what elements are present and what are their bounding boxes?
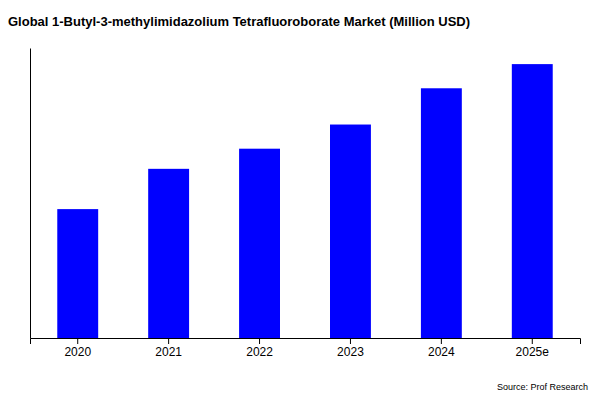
x-tick-mark [350, 338, 351, 344]
y-axis-line [30, 49, 31, 339]
x-tick: 2024 [428, 338, 455, 359]
x-tick-mark [259, 338, 260, 344]
plot: 2020 2021 2022 2023 2024 2025e [31, 49, 581, 359]
bar [421, 88, 462, 338]
title: Global 1-Butyl-3-methylimidazolium Tetra… [8, 14, 470, 29]
bar [512, 64, 553, 338]
x-tick: 2020 [64, 338, 91, 359]
x-tick-label: 2022 [246, 345, 273, 359]
x-tick-mark [77, 338, 78, 344]
bars [57, 64, 552, 338]
x-tick: 2025e [516, 338, 550, 359]
x-tick: 2021 [155, 338, 182, 359]
annotation: Source: Prof Research [497, 382, 588, 392]
x-tick: 2023 [337, 338, 364, 359]
x-tick-label: 2024 [428, 345, 455, 359]
x-tick-label: 2025e [516, 345, 550, 359]
bar [239, 149, 280, 338]
x-tick-mark [441, 338, 442, 344]
x-tick: 2022 [246, 338, 273, 359]
bar [57, 209, 98, 338]
x-tick-label: 2023 [337, 345, 364, 359]
x-axis: 2020 2021 2022 2023 2024 2025e [31, 338, 581, 359]
x-axis-line [31, 339, 581, 345]
x-tick-mark [168, 338, 169, 344]
x-tick-label: 2021 [155, 345, 182, 359]
y-axis [30, 49, 31, 339]
x-tick-label: 2020 [64, 345, 91, 359]
x-tick-mark [532, 338, 533, 344]
bar [148, 169, 189, 338]
bar [330, 125, 371, 338]
chart: 2020 2021 2022 2023 2024 2025e Global 1-Butyl-… [0, 0, 600, 400]
